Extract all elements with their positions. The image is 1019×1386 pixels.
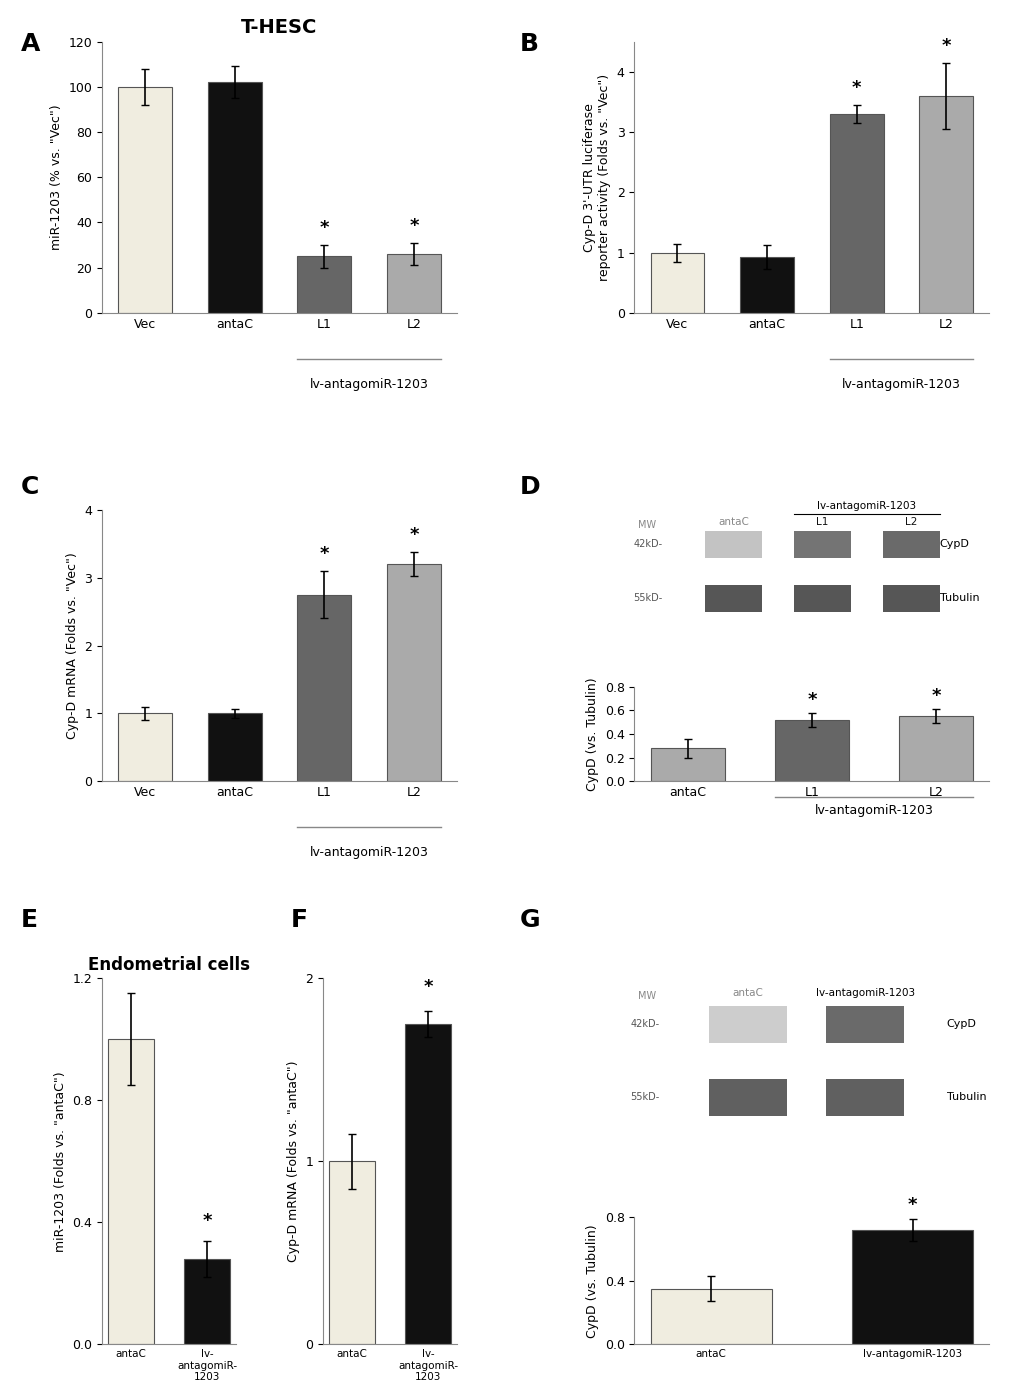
- Text: *: *: [851, 79, 861, 97]
- Bar: [650, 1289, 770, 1344]
- Y-axis label: CypD (vs. Tubulin): CypD (vs. Tubulin): [586, 678, 598, 791]
- Bar: [708, 1080, 787, 1116]
- Y-axis label: Cyp-D 3'-UTR luciferase
reporter activity (Folds vs. "Vec"): Cyp-D 3'-UTR luciferase reporter activit…: [583, 73, 610, 281]
- Bar: [825, 1080, 903, 1116]
- Text: *: *: [930, 687, 940, 705]
- Text: A: A: [20, 32, 40, 55]
- Text: lv-antagomiR-1203: lv-antagomiR-1203: [816, 502, 916, 511]
- Text: MW: MW: [637, 991, 655, 1001]
- Text: G: G: [520, 908, 540, 931]
- Text: antaC: antaC: [717, 517, 749, 527]
- Text: L2: L2: [904, 517, 917, 527]
- Text: L1: L1: [815, 517, 828, 527]
- Text: 42kD-: 42kD-: [630, 1020, 658, 1030]
- Bar: [829, 114, 882, 313]
- Bar: [208, 82, 261, 313]
- Bar: [386, 564, 440, 782]
- Bar: [298, 256, 351, 313]
- Text: *: *: [423, 979, 432, 997]
- Bar: [794, 585, 850, 611]
- Bar: [898, 717, 972, 782]
- Bar: [825, 1006, 903, 1042]
- Text: B: B: [520, 32, 539, 55]
- Bar: [708, 1006, 787, 1042]
- Y-axis label: CypD (vs. Tubulin): CypD (vs. Tubulin): [586, 1224, 598, 1337]
- Bar: [386, 254, 440, 313]
- Text: lv-antagomiR-1203: lv-antagomiR-1203: [310, 847, 428, 859]
- Bar: [773, 719, 849, 782]
- Bar: [298, 595, 351, 782]
- Bar: [794, 531, 850, 557]
- Title: T-HESC: T-HESC: [242, 18, 317, 37]
- Bar: [329, 1161, 374, 1344]
- Text: CypD: CypD: [946, 1020, 976, 1030]
- Bar: [740, 256, 793, 313]
- Text: D: D: [520, 475, 540, 499]
- Text: C: C: [20, 475, 39, 499]
- Y-axis label: Cyp-D mRNA (Folds vs. "antaC"): Cyp-D mRNA (Folds vs. "antaC"): [286, 1060, 300, 1263]
- Bar: [852, 1229, 972, 1344]
- Text: Tubulin: Tubulin: [946, 1092, 985, 1102]
- Text: lv-antagomiR-1203: lv-antagomiR-1203: [815, 988, 914, 998]
- Text: *: *: [409, 216, 418, 234]
- Bar: [208, 714, 261, 782]
- Text: Tubulin: Tubulin: [938, 593, 978, 603]
- Text: lv-antagomiR-1203: lv-antagomiR-1203: [814, 804, 932, 816]
- Text: *: *: [941, 36, 950, 54]
- Bar: [882, 585, 938, 611]
- Text: *: *: [907, 1196, 917, 1214]
- Text: 42kD-: 42kD-: [633, 539, 662, 549]
- Text: MW: MW: [637, 520, 655, 529]
- Bar: [108, 1040, 154, 1344]
- Bar: [405, 1024, 450, 1344]
- Text: lv-antagomiR-1203: lv-antagomiR-1203: [842, 378, 960, 391]
- Title: Endometrial cells: Endometrial cells: [88, 956, 250, 974]
- Text: 55kD-: 55kD-: [630, 1092, 658, 1102]
- Text: *: *: [319, 219, 329, 237]
- Text: antaC: antaC: [732, 988, 762, 998]
- Text: F: F: [290, 908, 308, 931]
- Bar: [118, 714, 172, 782]
- Y-axis label: Cyp-D mRNA (Folds vs. "Vec"): Cyp-D mRNA (Folds vs. "Vec"): [65, 552, 78, 739]
- Bar: [705, 531, 761, 557]
- Text: *: *: [409, 525, 418, 543]
- Text: E: E: [20, 908, 38, 931]
- Bar: [918, 96, 972, 313]
- Bar: [650, 748, 725, 782]
- Text: *: *: [202, 1211, 212, 1229]
- Text: *: *: [319, 545, 329, 563]
- Bar: [882, 531, 938, 557]
- Bar: [184, 1258, 229, 1344]
- Y-axis label: miR-1203 (Folds vs. "antaC"): miR-1203 (Folds vs. "antaC"): [54, 1071, 66, 1252]
- Text: lv-antagomiR-1203: lv-antagomiR-1203: [310, 378, 428, 391]
- Bar: [118, 87, 172, 313]
- Text: 55kD-: 55kD-: [633, 593, 662, 603]
- Bar: [705, 585, 761, 611]
- Text: *: *: [806, 692, 816, 710]
- Y-axis label: miR-1203 (% vs. "Vec"): miR-1203 (% vs. "Vec"): [50, 104, 63, 249]
- Text: CypD: CypD: [938, 539, 969, 549]
- Bar: [650, 252, 704, 313]
